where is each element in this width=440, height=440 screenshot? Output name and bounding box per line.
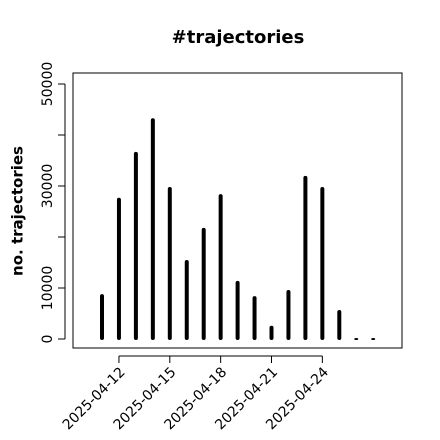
y-tick-label: 0 bbox=[40, 335, 56, 344]
y-tick-label: 30000 bbox=[40, 164, 56, 209]
bar bbox=[184, 259, 189, 340]
bar bbox=[201, 227, 206, 340]
bar bbox=[218, 194, 223, 340]
bar bbox=[337, 309, 342, 340]
bar bbox=[252, 296, 257, 340]
bar bbox=[269, 325, 274, 340]
bar bbox=[133, 151, 138, 340]
bar bbox=[167, 187, 172, 340]
bar bbox=[303, 175, 308, 340]
bar bbox=[100, 294, 104, 340]
y-tick-label: 50000 bbox=[40, 62, 56, 107]
bar bbox=[371, 337, 376, 340]
bar bbox=[320, 187, 325, 340]
bar bbox=[286, 290, 291, 340]
bar bbox=[116, 197, 121, 340]
plot-frame bbox=[72, 72, 403, 349]
bar bbox=[354, 337, 359, 340]
chart-title: #trajectories bbox=[172, 27, 305, 48]
y-tick-label: 10000 bbox=[40, 266, 56, 311]
bar bbox=[235, 280, 240, 340]
y-axis-label: no. trajectories bbox=[9, 146, 27, 276]
bar bbox=[150, 118, 155, 340]
